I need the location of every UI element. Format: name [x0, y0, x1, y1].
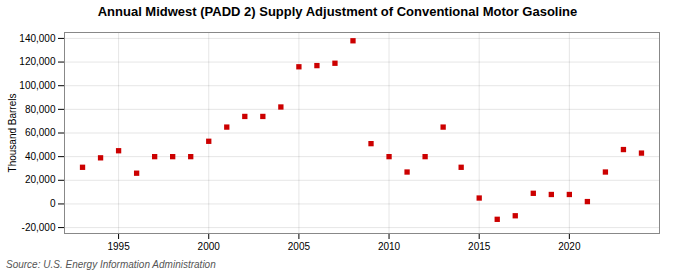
- html-text:Source: U.S. Energy Informatio: Source: U.S. Energy Information Administ…: [6, 259, 216, 270]
- svg-text:2015: 2015: [468, 241, 491, 252]
- svg-text:100,000: 100,000: [19, 80, 56, 91]
- svg-text:120,000: 120,000: [19, 56, 56, 67]
- svg-text:1995: 1995: [107, 241, 130, 252]
- svg-text:0: 0: [50, 198, 56, 209]
- svg-text:2020: 2020: [558, 241, 581, 252]
- svg-text:-20,000: -20,000: [22, 222, 56, 233]
- svg-text:2005: 2005: [288, 241, 311, 252]
- svg-text:140,000: 140,000: [19, 33, 56, 44]
- svg-text:Thousand Barrels: Thousand Barrels: [7, 94, 18, 173]
- svg-text:60,000: 60,000: [25, 127, 56, 138]
- svg-text:2000: 2000: [198, 241, 221, 252]
- svg-text:20,000: 20,000: [25, 174, 56, 185]
- html-text:Annual Midwest (PADD 2) Supply: Annual Midwest (PADD 2) Supply Adjustmen…: [97, 4, 578, 19]
- svg-text:80,000: 80,000: [25, 104, 56, 115]
- svg-text:40,000: 40,000: [25, 151, 56, 162]
- svg-text:2010: 2010: [378, 241, 401, 252]
